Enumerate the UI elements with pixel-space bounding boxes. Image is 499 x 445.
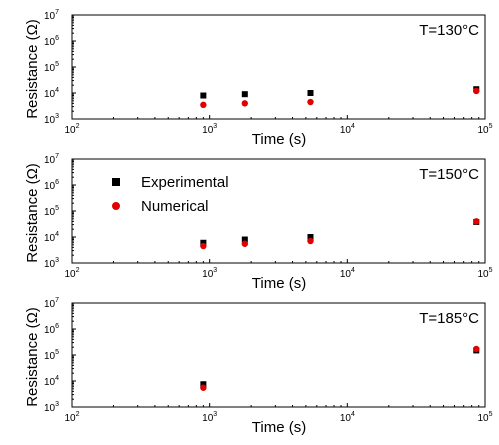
x-tick-label: 102: [64, 123, 79, 136]
y-tick-exponent: 3: [55, 257, 59, 264]
x-tick-exponent: 5: [489, 267, 493, 274]
x-axis-label: Time (s): [252, 131, 306, 148]
x-tick-exponent: 5: [489, 411, 493, 418]
y-tick-label: 103: [44, 401, 59, 414]
data-point-square: [200, 92, 207, 99]
y-tick-exponent: 5: [55, 61, 59, 68]
data-point-square: [307, 234, 314, 240]
x-tick-exponent: 5: [489, 123, 493, 130]
data-point-circle: [241, 240, 249, 247]
y-axis-label: Resistance (Ω): [24, 307, 41, 407]
chart-panel-3: 102 103 104 105 103 104 105 106 107 Time (s) Resis…: [24, 297, 493, 436]
x-tick-label: 105: [477, 267, 492, 280]
x-tick-label: 102: [64, 411, 79, 424]
x-tick-label: 102: [64, 267, 79, 280]
legend: Experimental Numerical: [112, 174, 229, 215]
y-tick-label: 106: [44, 179, 59, 192]
temperature-annotation: T=150°C: [419, 166, 479, 183]
y-tick-label: 104: [44, 231, 59, 244]
data-point-circle: [473, 87, 480, 95]
data-point-circle: [200, 242, 207, 250]
y-tick-label: 103: [44, 113, 59, 126]
x-axis-label: Time (s): [252, 275, 306, 292]
y-tick-exponent: 7: [55, 153, 59, 160]
x-tick-exponent: 3: [213, 411, 217, 418]
y-tick-exponent: 7: [55, 297, 59, 304]
data-point-circle: [241, 100, 249, 107]
data-point-circle: [200, 101, 207, 109]
data-point-circle: [307, 98, 314, 106]
x-tick-label: 104: [340, 411, 355, 424]
data-point-square: [241, 236, 248, 243]
y-tick-exponent: 6: [55, 35, 59, 42]
series-numerical: [200, 87, 480, 109]
x-tick-label: 104: [340, 123, 355, 136]
data-point-circle: [200, 384, 207, 391]
series-experimental: [200, 86, 480, 99]
x-tick-label: 105: [477, 411, 492, 424]
y-tick-exponent: 5: [55, 205, 59, 212]
y-tick-exponent: 3: [55, 401, 59, 408]
y-tick-label: 104: [44, 87, 59, 100]
y-tick-label: 105: [44, 205, 59, 218]
x-tick-exponent: 3: [213, 123, 217, 130]
series-experimental: [200, 218, 480, 246]
chart-panel-2: 102 103 104 105 103 104 105 106 107 Time (s) Resis…: [24, 153, 493, 292]
y-tick-label: 104: [44, 375, 59, 388]
series-numerical: [200, 345, 480, 391]
x-tick-label: 105: [477, 123, 492, 136]
y-axis-label: Resistance (Ω): [24, 19, 41, 119]
data-point-square: [200, 239, 207, 246]
y-tick-label: 105: [44, 349, 59, 362]
x-tick-exponent: 2: [76, 123, 80, 130]
chart-panel-1: 102 103 104 105 103 104 105 106 107 Time (s) Resis…: [24, 9, 493, 148]
y-tick-exponent: 4: [55, 87, 59, 94]
y-tick-exponent: 5: [55, 349, 59, 356]
x-tick-label: 103: [202, 411, 217, 424]
data-point-square: [241, 91, 248, 98]
data-point-square: [307, 90, 314, 96]
x-tick-exponent: 2: [76, 411, 80, 418]
data-point-circle: [473, 218, 480, 225]
series-numerical: [200, 218, 480, 250]
y-tick-label: 107: [44, 297, 59, 310]
x-tick-label: 104: [340, 267, 355, 280]
y-tick-exponent: 4: [55, 375, 59, 382]
x-tick-label: 103: [202, 123, 217, 136]
y-tick-label: 107: [44, 9, 59, 22]
y-tick-exponent: 6: [55, 323, 59, 330]
y-tick-exponent: 6: [55, 179, 59, 186]
y-tick-exponent: 3: [55, 113, 59, 120]
temperature-annotation: T=130°C: [419, 22, 479, 39]
data-point-square: [200, 381, 207, 388]
x-tick-exponent: 4: [351, 411, 355, 418]
y-tick-label: 107: [44, 153, 59, 166]
y-tick-label: 106: [44, 323, 59, 336]
legend-label: Numerical: [141, 198, 209, 215]
x-tick-exponent: 2: [76, 267, 80, 274]
legend-marker-square: [112, 178, 120, 186]
x-tick-label: 103: [202, 267, 217, 280]
y-tick-label: 106: [44, 35, 59, 48]
x-tick-exponent: 4: [351, 267, 355, 274]
x-tick-exponent: 3: [213, 267, 217, 274]
temperature-annotation: T=185°C: [419, 310, 479, 327]
y-tick-label: 105: [44, 61, 59, 74]
legend-marker-circle: [112, 202, 120, 210]
data-point-circle: [473, 345, 480, 353]
data-point-circle: [307, 237, 314, 245]
x-axis-label: Time (s): [252, 419, 306, 436]
y-tick-exponent: 7: [55, 9, 59, 16]
y-tick-exponent: 4: [55, 231, 59, 238]
y-axis-label: Resistance (Ω): [24, 163, 41, 263]
legend-label: Experimental: [141, 174, 229, 191]
series-experimental: [200, 347, 480, 388]
y-tick-label: 103: [44, 257, 59, 270]
x-tick-exponent: 4: [351, 123, 355, 130]
